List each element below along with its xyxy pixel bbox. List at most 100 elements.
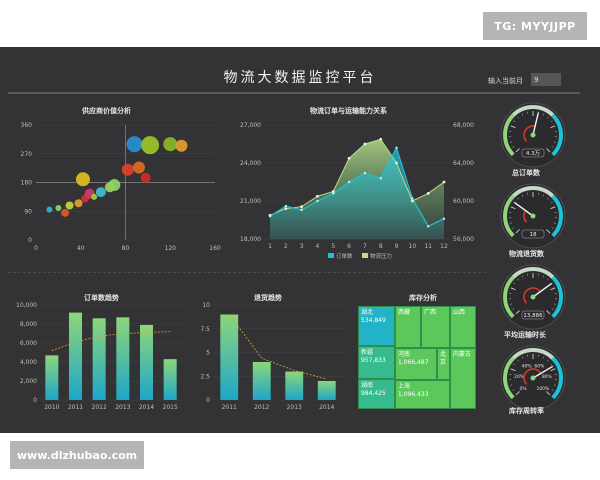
gauge-turnover: 0% 20% 40% 60% 80% 100% <box>500 345 566 408</box>
treemap-cell: 河南 1,066,487 <box>395 348 437 380</box>
gauge-tick <box>510 141 513 143</box>
treemap-cell: 广西 <box>421 306 450 348</box>
orders-point-pressure <box>410 199 414 203</box>
gauge-band-mid <box>511 186 555 198</box>
gauge-tick <box>513 120 516 123</box>
return-trend-x-tick-label: 2011 <box>222 404 237 411</box>
gauge-avg-transport-label: 平均运输时长 <box>504 331 546 339</box>
gauge-inner-arc <box>523 287 541 304</box>
supplier-x-tick-label: 120 <box>165 245 177 252</box>
orders-x-tick-label: 5 <box>331 243 335 250</box>
return-trend-y-tick-label: 0 <box>206 397 210 404</box>
treemap-cell-name: 西藏 <box>398 309 411 316</box>
gauge-tick-label: 60% <box>534 364 545 370</box>
gauge-band-high <box>551 194 563 238</box>
supplier-bubble <box>46 206 53 213</box>
orders-point-count <box>395 146 398 149</box>
gauge-return-orders: 18 <box>500 183 566 249</box>
orders-right-tick-label: 68,000 <box>453 122 474 129</box>
gauge-needle <box>532 365 554 379</box>
gauge-tick <box>551 308 554 310</box>
gauge-tick <box>546 148 551 153</box>
orders-point-count <box>347 180 351 184</box>
gauge-value-box <box>521 229 545 239</box>
orders-left-tick-label: 24,000 <box>240 160 261 167</box>
gauge-turnover-label: 库存周转率 <box>509 407 544 415</box>
orders-point-count <box>268 215 272 218</box>
supplier-bubble <box>141 136 160 155</box>
return-trend-y-tick-label: 10 <box>202 302 210 309</box>
gauge-tick <box>553 141 556 143</box>
orders-point-pressure <box>442 180 446 184</box>
orders-point-pressure <box>300 205 304 209</box>
gauge-tick <box>553 384 556 386</box>
supplier-bubble <box>175 139 188 152</box>
gauge-tick <box>510 125 516 129</box>
gauge-needle <box>513 201 534 217</box>
treemap-cell-name: 湖北 <box>361 309 374 316</box>
treemap-cell: 新疆 957,833 <box>358 346 395 379</box>
gauge-band-mid <box>511 267 555 279</box>
return-trend-chart: 0 2.5 5 7.5 10 2011 2012 2013 2014 <box>200 302 343 411</box>
orders-point-count <box>332 192 335 195</box>
gauge-tick <box>517 278 519 281</box>
order-trend-chart-title: 订单数趋势 <box>84 294 119 302</box>
return-trend-y-tick-label: 7.5 <box>200 326 210 333</box>
treemap-cell: 湖南 984,425 <box>358 379 395 409</box>
orders-x-tick-label: 3 <box>300 243 304 250</box>
treemap-cell: 湖北 534,849 <box>358 306 395 346</box>
gauge-tick <box>551 227 554 229</box>
return-trend-bar <box>220 314 239 400</box>
treemap-cell-value: 1,066,487 <box>398 359 429 366</box>
orders-point-count <box>442 217 446 220</box>
gauge-hub <box>530 132 536 138</box>
gauge-tick <box>515 310 520 315</box>
treemap-cell-value: 1,096,433 <box>398 391 429 398</box>
order-trend-bar <box>116 317 130 400</box>
gauge-tick <box>546 229 551 234</box>
month-input[interactable] <box>531 73 561 86</box>
orders-point-pressure <box>395 161 398 165</box>
gauge-tick <box>550 125 556 129</box>
orders-left-tick-label: 18,000 <box>240 236 261 243</box>
order-trend-y-tick-label: 6,000 <box>20 340 37 347</box>
order-trend-x-tick-label: 2014 <box>139 404 154 411</box>
order-trend-trend-line <box>51 331 171 351</box>
supplier-bubble <box>140 172 151 183</box>
gauge-needle <box>532 282 553 298</box>
orders-right-tick-label: 60,000 <box>453 198 474 205</box>
return-trend-x-tick-label: 2012 <box>254 404 269 411</box>
order-trend-y-tick-label: 10,000 <box>16 302 37 309</box>
supplier-y-tick-label: 360 <box>21 122 33 129</box>
supplier-chart-title: 供应商价值分析 <box>82 107 131 115</box>
supplier-y-tick-label: 0 <box>28 237 32 244</box>
orders-point-pressure <box>284 207 288 210</box>
orders-x-tick-label: 2 <box>284 243 288 250</box>
orders-transport-chart: 18,000 21,000 24,000 27,000 56,000 60,000 64,0… <box>240 122 474 260</box>
orders-x-tick-label: 6 <box>347 243 351 250</box>
gauge-tick <box>513 363 516 366</box>
supplier-scatter-chart: 0 90 180 270 360 0 40 80 120 160 <box>21 122 221 252</box>
orders-x-tick-label: 7 <box>363 243 367 250</box>
gauge-tick <box>521 113 524 116</box>
treemap-cell-value: 984,425 <box>361 390 386 397</box>
supplier-bubble <box>74 199 83 208</box>
gauge-tick <box>542 356 545 359</box>
return-trend-trend-line <box>228 314 327 380</box>
gauge-hub <box>530 375 536 381</box>
order-trend-x-tick-label: 2015 <box>163 404 178 411</box>
gauge-tick <box>542 275 545 278</box>
orders-x-tick-label: 1 <box>268 243 272 250</box>
gauge-tick <box>510 222 513 224</box>
gauge-tick <box>550 368 556 372</box>
gauge-tick <box>553 303 556 305</box>
order-trend-y-tick-label: 2,000 <box>20 378 37 385</box>
gauge-tick <box>510 368 516 372</box>
gauge-value-box <box>521 148 545 158</box>
gauge-band-high <box>551 275 563 319</box>
inventory-treemap: 湖北 534,849 西藏 广西 山西 新疆 957,833 河南 1,066,487 北京 内蒙古… <box>358 306 476 409</box>
supplier-x-tick-label: 160 <box>209 245 221 252</box>
gauge-inner-arc <box>523 125 536 142</box>
orders-legend-label-pressure: 物流压力 <box>370 252 392 260</box>
treemap-cell: 上海 1,096,433 <box>395 380 450 409</box>
